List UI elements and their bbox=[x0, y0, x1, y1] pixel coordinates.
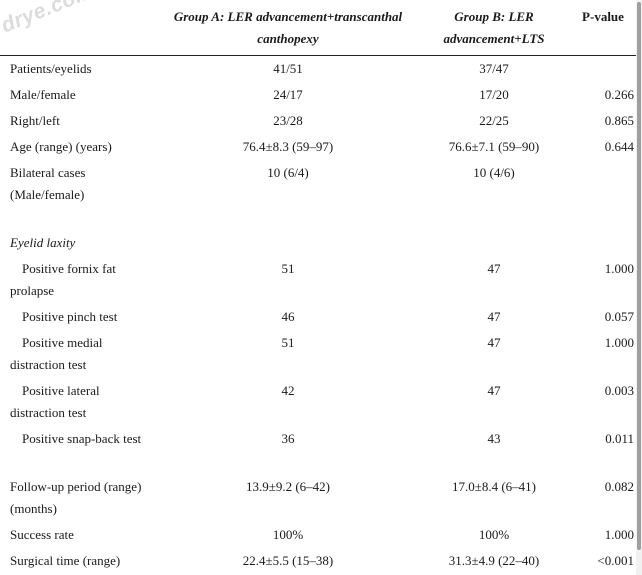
p-value bbox=[570, 160, 636, 208]
row-label-text: Positive pinch test bbox=[22, 309, 118, 324]
row-label: Right/left bbox=[10, 113, 60, 128]
row-label-line2: distraction test bbox=[10, 405, 87, 420]
header-group-a: Group A: LER advancement+transcanthal ca… bbox=[173, 9, 403, 46]
table-row: Positive medial distraction test 51 47 1.… bbox=[0, 330, 636, 378]
section-row: Eyelid laxity bbox=[0, 230, 636, 256]
p-value: 1.000 bbox=[604, 261, 634, 276]
p-value: 0.011 bbox=[605, 431, 634, 446]
row-label: Positive lateral distraction test bbox=[0, 378, 158, 426]
group-b-value: 47 bbox=[487, 309, 501, 324]
p-value: 1.000 bbox=[604, 527, 634, 542]
header-p-value: P-value bbox=[582, 9, 624, 24]
group-a-value: 100% bbox=[272, 527, 304, 542]
group-b-value: 43 bbox=[487, 431, 501, 446]
row-label: Age (range) (years) bbox=[10, 139, 112, 154]
row-label: Positive fornix fat prolapse bbox=[0, 256, 158, 304]
p-value: 0.266 bbox=[604, 87, 634, 102]
spacer-row bbox=[0, 452, 636, 474]
row-label-line2: prolapse bbox=[10, 283, 55, 298]
header-group-b: Group B: LER advancement+LTS bbox=[443, 9, 545, 46]
row-label-text: Positive snap-back test bbox=[22, 431, 142, 446]
header-blank bbox=[0, 0, 158, 56]
row-label: Bilateral cases (Male/female) bbox=[0, 160, 158, 208]
row-label: Surgical time (range) bbox=[10, 553, 121, 568]
row-label-line1: Positive lateral bbox=[22, 383, 100, 398]
p-value: 0.865 bbox=[604, 113, 634, 128]
section-label-eyelid-laxity: Eyelid laxity bbox=[10, 235, 76, 250]
group-a-value: 22.4±5.5 (15–38) bbox=[242, 553, 334, 568]
p-value: 0.644 bbox=[604, 139, 634, 154]
group-a-value: 51 bbox=[281, 261, 295, 276]
group-b-value: 47 bbox=[487, 383, 501, 398]
p-value bbox=[570, 56, 636, 83]
scrollbar-thumb[interactable] bbox=[637, 2, 641, 550]
table-header-row: Group A: LER advancement+transcanthal ca… bbox=[0, 0, 636, 56]
table-row: Positive pinch test 46 47 0.057 bbox=[0, 304, 636, 330]
group-b-value: 47 bbox=[487, 261, 501, 276]
p-value: <0.001 bbox=[597, 553, 634, 568]
table-row: Male/female 24/17 17/20 0.266 bbox=[0, 82, 636, 108]
group-b-value: 37/47 bbox=[479, 61, 509, 76]
row-label: Positive medial distraction test bbox=[0, 330, 158, 378]
table-row: Surgical time (range) 22.4±5.5 (15–38) 3… bbox=[0, 548, 636, 574]
group-a-value: 41/51 bbox=[273, 61, 303, 76]
group-a-value: 36 bbox=[281, 431, 295, 446]
table-row: Age (range) (years) 76.4±8.3 (59–97) 76.… bbox=[0, 134, 636, 160]
row-label-line1: Follow-up period (range) bbox=[10, 479, 142, 494]
group-a-value: 51 bbox=[281, 335, 295, 350]
table-row: Success rate 100% 100% 1.000 bbox=[0, 522, 636, 548]
table-row: Positive lateral distraction test 42 47 0… bbox=[0, 378, 636, 426]
row-label: Success rate bbox=[10, 527, 74, 542]
group-b-value: 76.6±7.1 (59–90) bbox=[448, 139, 540, 154]
group-a-value: 42 bbox=[281, 383, 295, 398]
group-a-value: 13.9±9.2 (6–42) bbox=[245, 479, 331, 494]
group-b-value: 47 bbox=[487, 335, 501, 350]
table-row: Positive fornix fat prolapse 51 47 1.000 bbox=[0, 256, 636, 304]
row-label: Male/female bbox=[10, 87, 76, 102]
group-a-value: 76.4±8.3 (59–97) bbox=[242, 139, 334, 154]
group-b-value: 22/25 bbox=[479, 113, 509, 128]
row-label: Follow-up period (range) (months) bbox=[0, 474, 158, 522]
group-b-value: 10 (4/6) bbox=[473, 165, 515, 180]
table-row: Positive snap-back test 36 43 0.011 bbox=[0, 426, 636, 452]
p-value: 0.003 bbox=[604, 383, 634, 398]
group-b-value: 31.3±4.9 (22–40) bbox=[448, 553, 540, 568]
p-value: 0.057 bbox=[604, 309, 634, 324]
group-b-value: 100% bbox=[478, 527, 510, 542]
row-label-line2: (Male/female) bbox=[10, 187, 85, 202]
row-label: Positive pinch test bbox=[0, 304, 158, 330]
vertical-scrollbar[interactable] bbox=[636, 0, 642, 575]
row-label-line1: Bilateral cases bbox=[10, 165, 86, 180]
table-row: Follow-up period (range) (months) 13.9±9.… bbox=[0, 474, 636, 522]
spacer-row bbox=[0, 208, 636, 230]
row-label-line1: Positive fornix fat bbox=[22, 261, 116, 276]
row-label-line2: distraction test bbox=[10, 357, 87, 372]
table-row: Patients/eyelids 41/51 37/47 bbox=[0, 56, 636, 83]
row-label: Patients/eyelids bbox=[10, 61, 92, 76]
group-a-value: 46 bbox=[281, 309, 295, 324]
table-row: Right/left 23/28 22/25 0.865 bbox=[0, 108, 636, 134]
group-a-value: 24/17 bbox=[273, 87, 303, 102]
row-label-line1: Positive medial bbox=[22, 335, 103, 350]
p-value: 1.000 bbox=[604, 335, 634, 350]
table-row: Bilateral cases (Male/female) 10 (6/4) 10… bbox=[0, 160, 636, 208]
p-value: 0.082 bbox=[604, 479, 634, 494]
group-b-value: 17/20 bbox=[479, 87, 509, 102]
row-label: Positive snap-back test bbox=[0, 426, 158, 452]
group-b-value: 17.0±8.4 (6–41) bbox=[451, 479, 537, 494]
group-a-value: 23/28 bbox=[273, 113, 303, 128]
row-label-line2: (months) bbox=[10, 501, 57, 516]
group-a-value: 10 (6/4) bbox=[267, 165, 309, 180]
